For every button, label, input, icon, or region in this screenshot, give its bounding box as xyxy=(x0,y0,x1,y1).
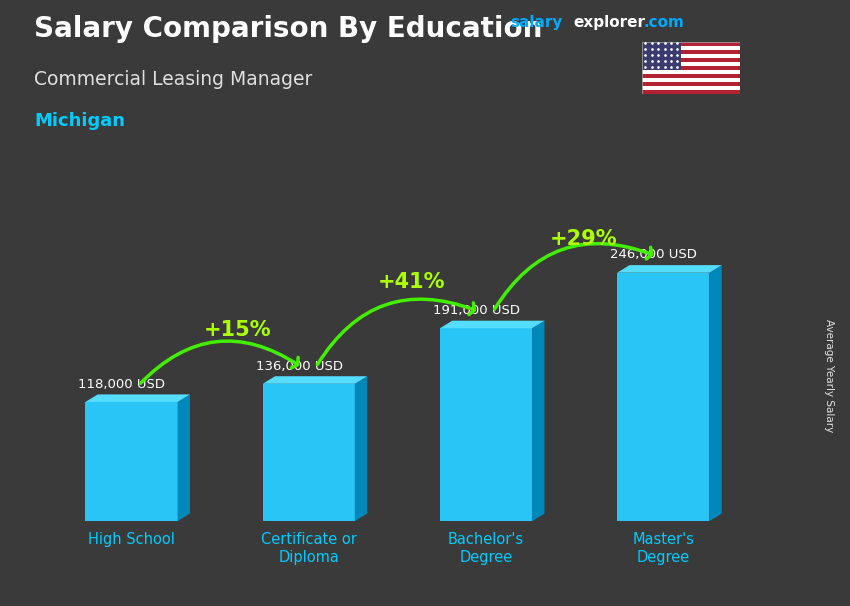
Bar xyxy=(642,86,740,90)
Bar xyxy=(642,55,740,58)
Bar xyxy=(642,50,740,55)
Text: +29%: +29% xyxy=(550,229,617,250)
Bar xyxy=(642,78,740,82)
Polygon shape xyxy=(178,395,190,521)
Polygon shape xyxy=(354,376,367,521)
Bar xyxy=(642,70,740,74)
Polygon shape xyxy=(532,321,545,521)
Text: Salary Comparison By Education: Salary Comparison By Education xyxy=(34,15,542,43)
Text: Average Yearly Salary: Average Yearly Salary xyxy=(824,319,834,432)
Text: explorer: explorer xyxy=(574,15,646,30)
Bar xyxy=(642,47,740,50)
Polygon shape xyxy=(710,265,722,521)
Text: salary: salary xyxy=(510,15,563,30)
Bar xyxy=(263,384,354,521)
Text: 246,000 USD: 246,000 USD xyxy=(610,248,697,262)
Bar xyxy=(642,74,740,78)
Text: Michigan: Michigan xyxy=(34,112,125,130)
Text: 136,000 USD: 136,000 USD xyxy=(256,359,343,373)
Polygon shape xyxy=(263,376,367,384)
Bar xyxy=(642,58,740,62)
Polygon shape xyxy=(440,321,545,328)
Bar xyxy=(642,42,681,70)
Text: +15%: +15% xyxy=(204,320,272,341)
Bar xyxy=(642,82,740,86)
Text: 118,000 USD: 118,000 USD xyxy=(78,378,165,391)
Text: .com: .com xyxy=(643,15,684,30)
Bar xyxy=(85,402,178,521)
Bar xyxy=(440,328,532,521)
Bar xyxy=(642,66,740,70)
Bar xyxy=(617,273,710,521)
Bar xyxy=(642,62,740,66)
Bar xyxy=(642,90,740,94)
Text: 191,000 USD: 191,000 USD xyxy=(433,304,520,317)
Text: Commercial Leasing Manager: Commercial Leasing Manager xyxy=(34,70,313,88)
Polygon shape xyxy=(85,395,190,402)
Text: +41%: +41% xyxy=(377,271,445,292)
Polygon shape xyxy=(617,265,722,273)
Bar xyxy=(642,42,740,47)
